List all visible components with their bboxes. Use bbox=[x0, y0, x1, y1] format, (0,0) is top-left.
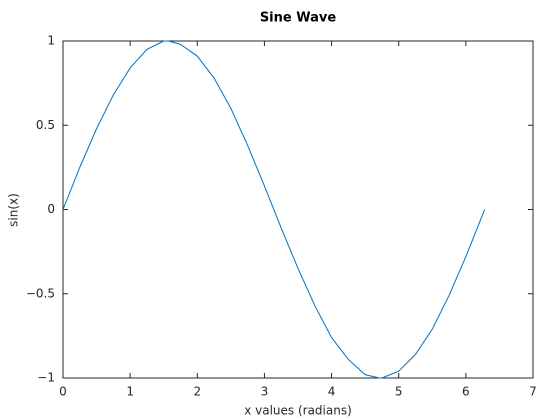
series-line bbox=[62, 40, 486, 379]
x-tick-label: 2 bbox=[193, 385, 201, 399]
x-axis-label: x values (radians) bbox=[244, 404, 352, 418]
x-tick-label: 3 bbox=[261, 385, 269, 399]
y-axis-label: sin(x) bbox=[7, 193, 21, 227]
x-tick-label: 6 bbox=[462, 385, 470, 399]
y-tick-label: 0.5 bbox=[36, 118, 55, 132]
y-tick-label: 1 bbox=[47, 34, 55, 48]
chart-title: Sine Wave bbox=[260, 11, 337, 26]
x-tick-label: 0 bbox=[59, 385, 67, 399]
x-tick-label: 5 bbox=[395, 385, 403, 399]
y-tick-label: 0 bbox=[47, 202, 55, 216]
y-tick-label: −0.5 bbox=[26, 286, 55, 300]
x-tick-label: 7 bbox=[529, 385, 537, 399]
y-tick-label: −1 bbox=[37, 371, 55, 385]
x-tick-label: 4 bbox=[328, 385, 336, 399]
x-tick-label: 1 bbox=[126, 385, 134, 399]
